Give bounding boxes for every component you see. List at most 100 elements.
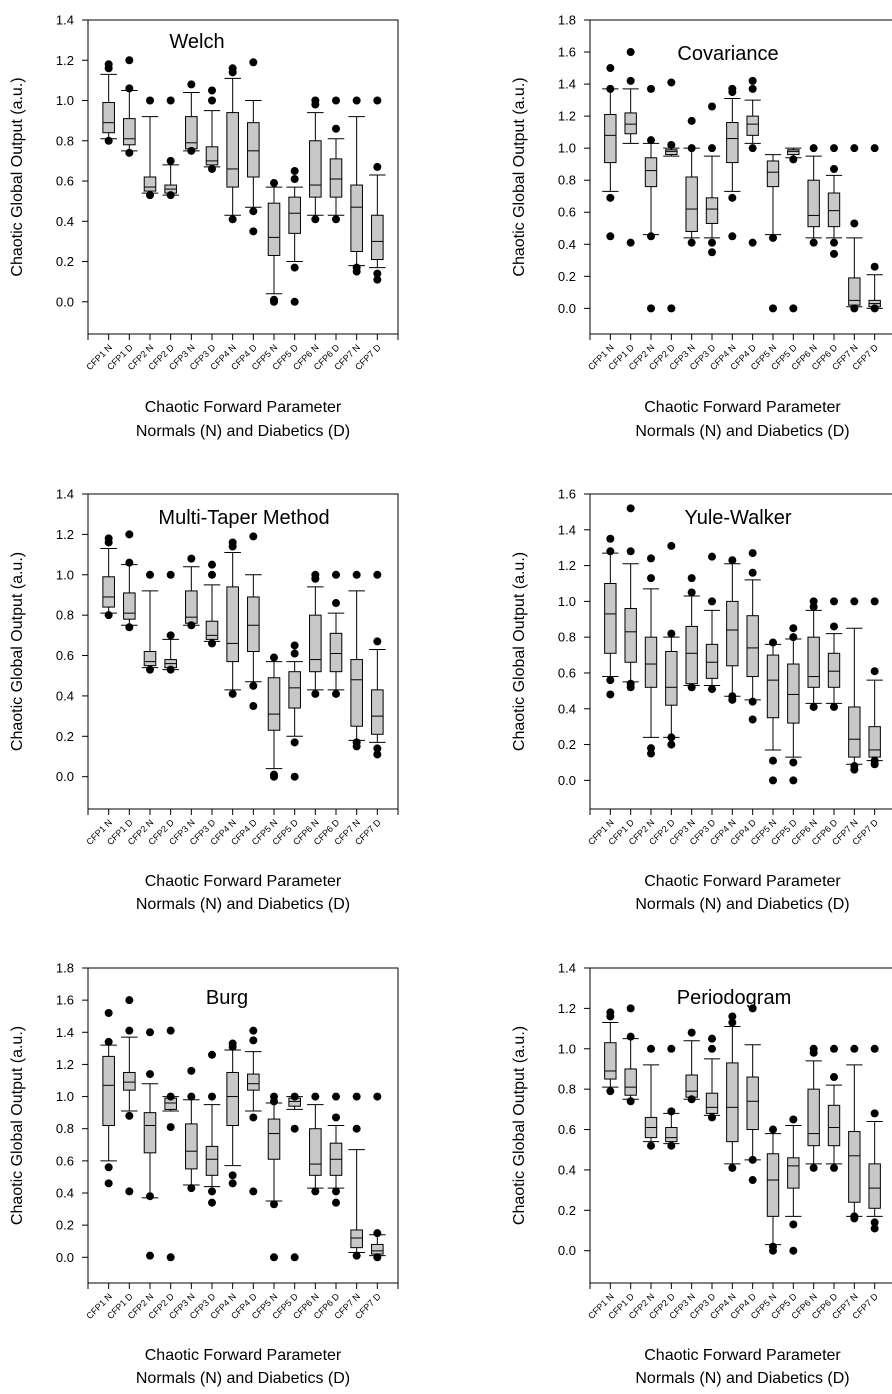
outlier-point [228,689,237,698]
outlier-point [249,207,258,216]
outlier-point [249,1187,258,1196]
iqr-box [123,118,136,146]
box-cfp1-n [100,534,117,620]
y-tick-label: 0.2 [558,1203,576,1218]
box-cfp5-n [764,154,782,313]
outlier-point [373,1092,382,1101]
box-cfp1-d [121,530,138,632]
outlier-point [249,681,258,690]
outlier-point [850,762,859,771]
outlier-point [850,144,859,153]
outlier-point [208,96,216,105]
outlier-point [748,1176,757,1185]
box-cfp4-d [744,549,761,724]
box-cfp6-n [307,1092,324,1196]
outlier-point [352,1251,361,1260]
outlier-point [667,304,676,313]
x-axis-label-line1: Chaotic Forward Parameter [145,873,342,890]
outlier-point [352,263,361,272]
outlier-point [830,1163,838,1172]
iqr-box [247,596,260,653]
outlier-point [870,1044,879,1053]
outlier-point [352,1124,361,1133]
iqr-box [604,1042,617,1080]
outlier-point [647,84,655,93]
outlier-point [647,232,655,241]
box-cfp5-n [265,1092,283,1262]
plot-frame [589,967,892,1284]
outlier-point [125,623,134,632]
plot-frame [589,19,892,335]
outlier-point [606,84,615,93]
iqr-box [226,586,239,663]
iqr-box [848,277,861,306]
box-cfp1-n [100,1009,117,1188]
outlier-point [373,269,382,278]
y-tick-label: 1.2 [56,527,74,542]
outlier-point [166,1092,175,1101]
y-tick-label: 0.4 [56,1186,74,1201]
y-tick-label: 0.4 [558,237,576,252]
iqr-box [205,620,219,640]
outlier-point [332,570,340,579]
outlier-point [208,1198,216,1207]
box-cfp3-n [183,554,200,630]
iqr-box [371,689,384,735]
y-tick-label: 0.8 [56,133,74,148]
outlier-point [708,248,716,257]
iqr-box [746,115,759,136]
outlier-point [187,80,196,89]
iqr-box [350,659,363,727]
box-cfp6-d [825,597,843,711]
outlier-point [104,611,113,620]
iqr-box [102,576,115,608]
iqr-box [350,184,363,252]
outlier-point [626,76,635,85]
iqr-box [143,1112,157,1154]
iqr-box [288,671,301,709]
iqr-box [267,677,281,731]
box-cfp6-d [327,96,345,224]
outlier-point [830,597,838,606]
outlier-point [789,758,798,767]
outlier-point [728,1012,737,1021]
iqr-box [868,726,881,758]
iqr-box [787,149,800,156]
iqr-box [247,1073,260,1091]
box-cfp4-n [224,64,241,224]
outlier-point [146,570,154,579]
iqr-box [309,140,322,198]
iqr-box [807,1088,820,1147]
outlier-point [104,534,113,543]
outlier-point [626,1004,635,1013]
outlier-point [789,624,798,633]
outlier-point [290,166,299,175]
y-tick-label: 0.0 [56,294,74,309]
outlier-point [748,1155,757,1164]
iqr-box [848,1131,861,1203]
outlier-point [626,547,635,556]
outlier-point [870,756,879,765]
box-cfp4-n [724,84,741,241]
outlier-point [290,263,299,272]
y-tick-label: 0.0 [56,769,74,784]
y-tick-label: 0.2 [56,729,74,744]
iqr-box [787,663,800,724]
iqr-box [309,614,322,673]
y-tick-label: 1.4 [56,13,74,28]
outlier-point [332,124,340,133]
chart-title: Yule-Walker [684,507,791,529]
y-axis-label: Chaotic Global Output (a.u.) [511,552,528,751]
x-axis-label-line1: Chaotic Forward Parameter [644,873,841,890]
iqr-box [665,1127,678,1143]
outlier-point [104,1163,113,1172]
outlier-point [311,1092,320,1101]
box-cfp6-n [805,144,822,247]
outlier-point [667,740,676,749]
y-tick-label: 0.6 [558,205,576,220]
box-cfp3-d [703,102,721,257]
outlier-point [332,1198,340,1207]
